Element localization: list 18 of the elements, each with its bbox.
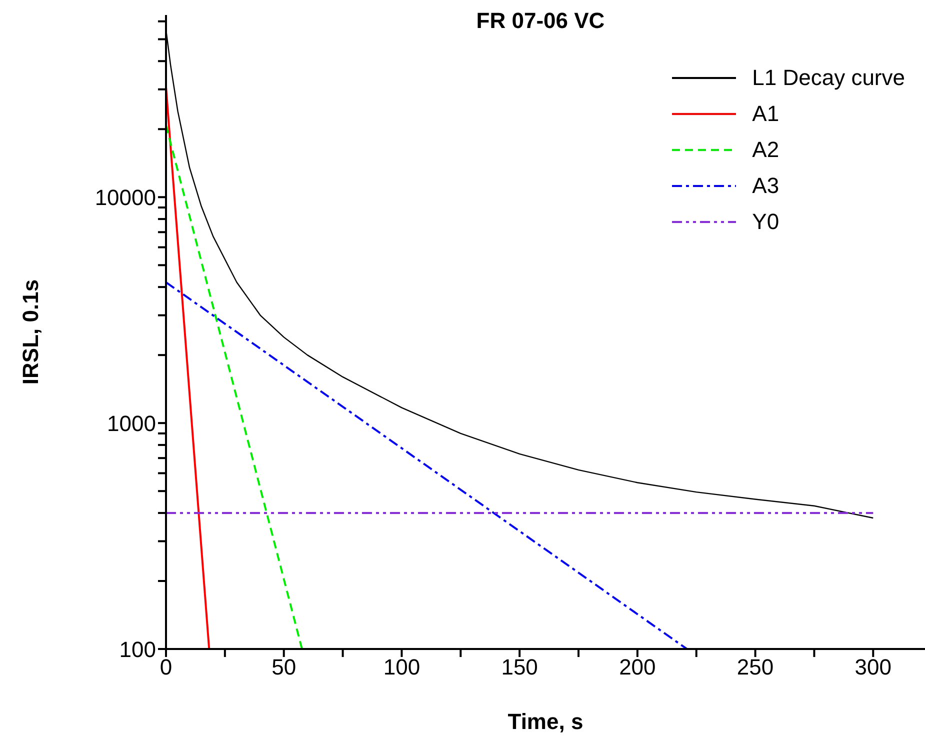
y-tick-label: 1000	[107, 410, 156, 436]
legend-label: A1	[752, 101, 780, 127]
legend-label: A3	[752, 173, 780, 199]
x-axis-title: Time, s	[508, 709, 584, 734]
y-tick-label: 100	[119, 636, 156, 662]
legend-label: L1 Decay curve	[752, 65, 905, 91]
x-tick-label: 50	[272, 654, 296, 680]
chart-title: FR 07-06 VC	[475, 8, 606, 34]
x-tick-label: 150	[501, 654, 538, 680]
x-tick-label: 200	[619, 654, 656, 680]
x-tick-label: 100	[383, 654, 420, 680]
legend-label: A2	[752, 137, 780, 163]
legend-label: Y0	[752, 209, 780, 235]
y-axis-title: IRSL, 0.1s	[18, 279, 43, 385]
x-tick-label: 0	[160, 654, 172, 680]
x-tick-label: 300	[854, 654, 892, 680]
x-tick-label: 250	[736, 654, 774, 680]
y-tick-label: 10000	[94, 184, 156, 210]
